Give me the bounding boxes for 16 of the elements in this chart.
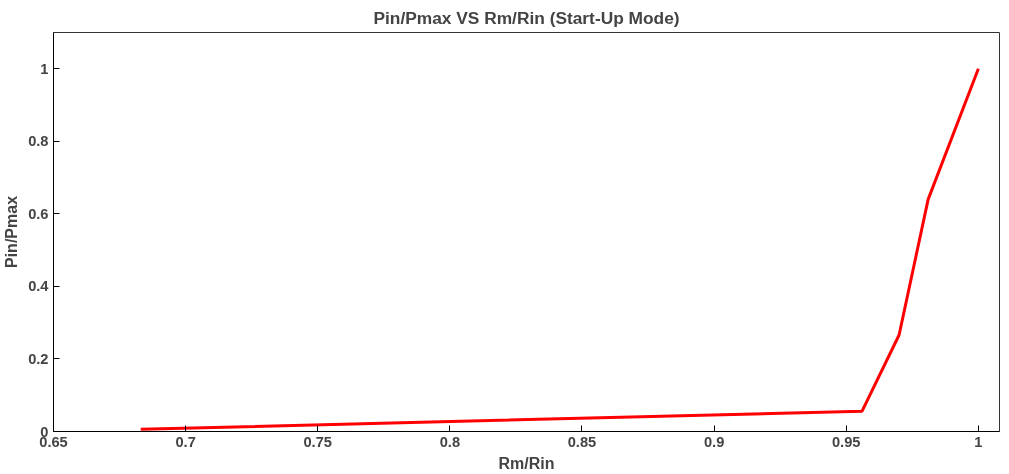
x-tick-label: 0.95 bbox=[831, 433, 861, 450]
x-tick-label: 0.85 bbox=[567, 433, 597, 450]
y-tick-label: 0.6 bbox=[28, 205, 49, 222]
x-tick-label: 1 bbox=[974, 433, 983, 450]
y-tick-label: 1 bbox=[40, 60, 49, 77]
x-tick-label: 0.75 bbox=[303, 433, 333, 450]
x-tick-label: 0.9 bbox=[703, 433, 725, 450]
x-tick-label: 0.7 bbox=[175, 433, 196, 450]
y-tick-label: 0.4 bbox=[28, 278, 50, 295]
y-tick-label: 0.8 bbox=[28, 133, 49, 150]
x-axis-title: Rm/Rin bbox=[498, 454, 555, 472]
x-tick-label: 0.8 bbox=[439, 433, 461, 450]
chart-title: Pin/Pmax VS Rm/Rin (Start-Up Mode) bbox=[373, 7, 680, 28]
y-tick-label: 0.2 bbox=[28, 350, 49, 367]
y-axis-title: Pin/Pmax bbox=[3, 195, 21, 269]
line-series bbox=[139, 67, 980, 431]
